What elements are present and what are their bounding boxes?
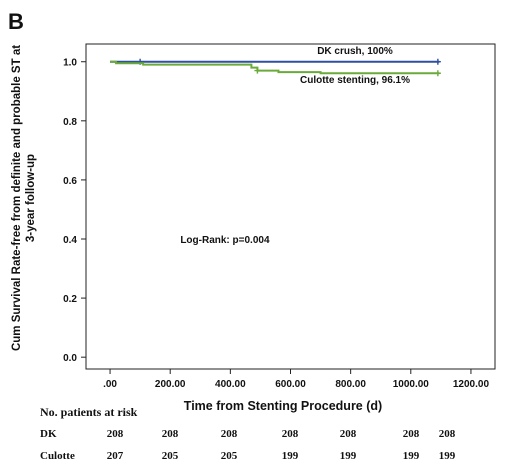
log-rank-annotation: Log-Rank: p=0.004 — [180, 235, 270, 246]
plot-area — [85, 43, 496, 370]
censor-mark — [434, 58, 441, 65]
risk-cell: 208 — [221, 428, 238, 440]
series-line-culotte — [110, 60, 440, 75]
x-tick-label: 600.00 — [275, 379, 306, 390]
risk-table: DK 208 208 208 208 208 208 208 Culotte 207 205 205 1… — [40, 428, 456, 462]
risk-cell: 208 — [107, 428, 124, 440]
y-tick-label: 0.6 — [63, 176, 77, 187]
x-axis: .00 200.00 400.00 600.00 800.00 1000.00 1200.0… — [103, 369, 489, 390]
y-axis-label-line1: Cum Survival Rate-free from definite and… — [11, 45, 23, 351]
risk-cell: 199 — [439, 450, 456, 462]
y-tick-label: 0.0 — [63, 353, 77, 364]
risk-cell: 199 — [340, 450, 357, 462]
series-label-culotte: Culotte stenting, 96.1% — [300, 75, 410, 86]
risk-cell: 205 — [221, 450, 238, 462]
x-tick-label: 800.00 — [335, 379, 366, 390]
x-tick-label: 400.00 — [215, 379, 246, 390]
series-label-dk-crush: DK crush, 100% — [317, 46, 393, 57]
risk-cell: 208 — [162, 428, 179, 440]
risk-row-label: Culotte — [40, 450, 75, 462]
x-tick-label: .00 — [103, 379, 117, 390]
censor-mark — [434, 70, 441, 77]
y-axis: 0.0 0.2 0.4 0.6 0.8 1.0 — [63, 58, 86, 364]
risk-cell: 208 — [282, 428, 299, 440]
series-layer — [110, 58, 441, 77]
y-tick-label: 1.0 — [63, 58, 77, 69]
risk-cell: 199 — [403, 450, 420, 462]
x-tick-label: 1000.00 — [393, 379, 430, 390]
x-axis-label: Time from Stenting Procedure (d) — [184, 399, 382, 413]
x-tick-label: 200.00 — [155, 379, 186, 390]
risk-cell: 208 — [340, 428, 357, 440]
risk-cell: 199 — [282, 450, 299, 462]
risk-cell: 207 — [107, 450, 124, 462]
risk-table-title: No. patients at risk — [40, 405, 138, 419]
risk-cell: 208 — [439, 428, 456, 440]
series-labels: DK crush, 100% Culotte stenting, 96.1% — [300, 46, 410, 86]
risk-cell: 208 — [403, 428, 420, 440]
risk-row-label: DK — [40, 428, 57, 440]
y-tick-label: 0.2 — [63, 294, 77, 305]
censor-mark — [254, 67, 261, 74]
y-axis-label-line2: 3-year follow-up — [25, 154, 37, 242]
panel-label: B — [8, 9, 24, 34]
x-tick-label: 1200.00 — [453, 379, 490, 390]
y-tick-label: 0.4 — [63, 235, 77, 246]
y-tick-label: 0.8 — [63, 117, 77, 128]
risk-cell: 205 — [162, 450, 179, 462]
